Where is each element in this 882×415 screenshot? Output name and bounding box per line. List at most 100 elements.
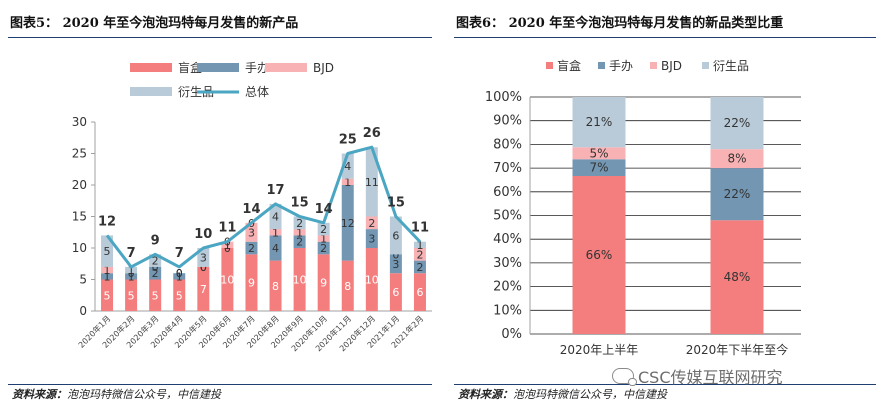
bar-s1-m6 [245, 241, 258, 255]
legend-label-s2: BJD [661, 59, 682, 73]
data-label-s2-m6: 3 [248, 226, 255, 239]
data-label-s1-m0: 1 [104, 270, 111, 283]
y-tick-label: 20 [72, 178, 87, 192]
data-label-s0-m3: 5 [176, 289, 183, 302]
bar-s2-m7 [269, 229, 282, 236]
total-label-m7: 17 [266, 183, 284, 198]
bar-s0-c0 [572, 176, 626, 334]
total-label-m10: 25 [339, 133, 357, 148]
y-tick-label: 10% [493, 303, 522, 318]
data-label-s0-m0: 5 [104, 289, 111, 302]
data-label-s0-m1: 5 [128, 289, 135, 302]
data-label-s3-m8: 2 [296, 217, 303, 230]
legend-swatch-s2 [650, 62, 657, 69]
legend-swatch-s3 [130, 87, 172, 96]
data-label-s2-m3: 0 [176, 267, 183, 280]
data-label-s1-m12: 3 [392, 258, 399, 271]
bar-s0-m7 [269, 260, 282, 311]
figure-6-source-text: 泡泡玛特微信公众号，中信建投 [513, 388, 667, 401]
data-label-s3-m9: 2 [320, 223, 327, 236]
total-label-m11: 26 [363, 126, 381, 141]
legend-swatch-s0 [546, 62, 553, 69]
bar-s3-m4 [197, 248, 210, 267]
figure-6-bottom-rule [454, 384, 876, 385]
y-tick-label: 80% [493, 137, 522, 152]
data-label-s0-c0: 66% [586, 248, 613, 262]
y-tick-label: 30 [72, 115, 87, 129]
data-label-s3-m0: 5 [104, 245, 111, 258]
x-tick-label-c0: 2020年上半年 [560, 343, 639, 357]
data-label-s3-m12: 6 [392, 229, 399, 242]
bar-s3-m8 [293, 216, 306, 230]
data-label-s1-m8: 2 [296, 236, 303, 249]
bar-s0-m6 [245, 254, 258, 311]
y-tick-label: 30% [493, 256, 522, 271]
bar-s1-m2 [149, 266, 162, 280]
y-tick-label: 15 [72, 210, 87, 224]
data-label-s0-c1: 48% [724, 270, 751, 284]
figure-5-bottom-rule [8, 384, 432, 385]
data-label-s2-m8: 1 [296, 226, 303, 239]
data-label-s3-c0: 21% [586, 115, 613, 129]
data-label-s1-m11: 3 [368, 233, 375, 246]
bar-s1-m8 [293, 235, 306, 248]
bar-s0-m5 [221, 248, 234, 311]
data-label-s2-m7: 1 [272, 226, 279, 239]
bar-s1-c1 [710, 168, 764, 221]
bar-s3-m11 [365, 147, 378, 217]
new-product-type-share-chart: 盲盒 手办 BJD 衍生品 0% 10% 20% 30% 40% 50% 60% 70% 80% 90% 1… [485, 58, 801, 357]
bar-s3-m0 [101, 235, 114, 267]
data-label-s2-m0: 1 [104, 264, 111, 277]
legend-label-s2: BJD [313, 61, 334, 75]
watermark-text: CSC传媒互联网研究 [638, 368, 783, 387]
bar-s3-m12 [389, 216, 402, 255]
bar-s3-m1 [125, 266, 138, 274]
data-label-s3-m7: 4 [272, 211, 279, 224]
bar-s2-m8 [293, 229, 306, 236]
bar-s1-m11 [365, 229, 378, 248]
data-label-s1-m4: 0 [200, 261, 207, 274]
figure-5-source-label: 资料来源： [12, 388, 67, 401]
legend-label-s1: 手办 [609, 58, 633, 73]
data-label-s3-m2: 2 [152, 255, 159, 268]
y-tick-label: 5 [79, 273, 87, 287]
y-tick-label: 90% [493, 114, 522, 129]
y-tick-label: 50% [493, 209, 522, 224]
data-label-s1-m9: 2 [320, 242, 327, 255]
data-label-s1-c1: 22% [724, 187, 751, 201]
data-label-s1-m1: 1 [128, 270, 135, 283]
bar-s0-m10 [341, 260, 354, 311]
data-label-s0-m13: 6 [416, 286, 423, 299]
total-label-m0: 12 [98, 214, 116, 229]
bar-s3-c1 [710, 97, 764, 150]
bar-s2-m0 [101, 266, 114, 274]
bar-s2-m11 [365, 216, 378, 230]
data-label-s0-m11: 10 [365, 274, 379, 287]
total-label-m8: 15 [291, 196, 309, 211]
data-label-s0-m6: 9 [248, 277, 255, 290]
data-label-s1-c0: 7% [589, 161, 608, 175]
total-label-m4: 10 [194, 227, 212, 242]
legend-swatch-s0 [130, 63, 172, 72]
legend-swatch-s1 [598, 62, 605, 69]
data-label-s2-m1: 0 [128, 267, 135, 280]
data-label-s3-m13: 1 [416, 239, 423, 252]
bar-s0-m0 [101, 279, 114, 311]
legend-label-s1: 手办 [245, 60, 269, 75]
bar-s1-m0 [101, 273, 114, 280]
data-label-s0-m10: 8 [344, 280, 351, 293]
y-tick-label: 40% [493, 232, 522, 247]
data-label-s0-m2: 5 [152, 289, 159, 302]
bar-s2-m6 [245, 222, 258, 242]
bar-s0-m9 [317, 254, 330, 311]
data-label-s1-m7: 4 [272, 242, 279, 255]
legend-label-s0: 盲盒 [557, 58, 581, 73]
bar-s3-m9 [317, 222, 330, 236]
total-label-m5: 11 [218, 221, 236, 236]
data-label-s1-m5: 0 [224, 242, 231, 255]
figure-5: 图表5： 2020 年至今泡泡玛特每月发售的新产品 盲盒 手办 BJD 衍生品 总体 0 5… [0, 0, 438, 415]
legend-label-s3: 衍生品 [178, 85, 214, 99]
total-label-m3: 7 [175, 246, 184, 261]
legend-label-s3: 衍生品 [713, 59, 749, 73]
bar-s3-m13 [413, 241, 426, 248]
